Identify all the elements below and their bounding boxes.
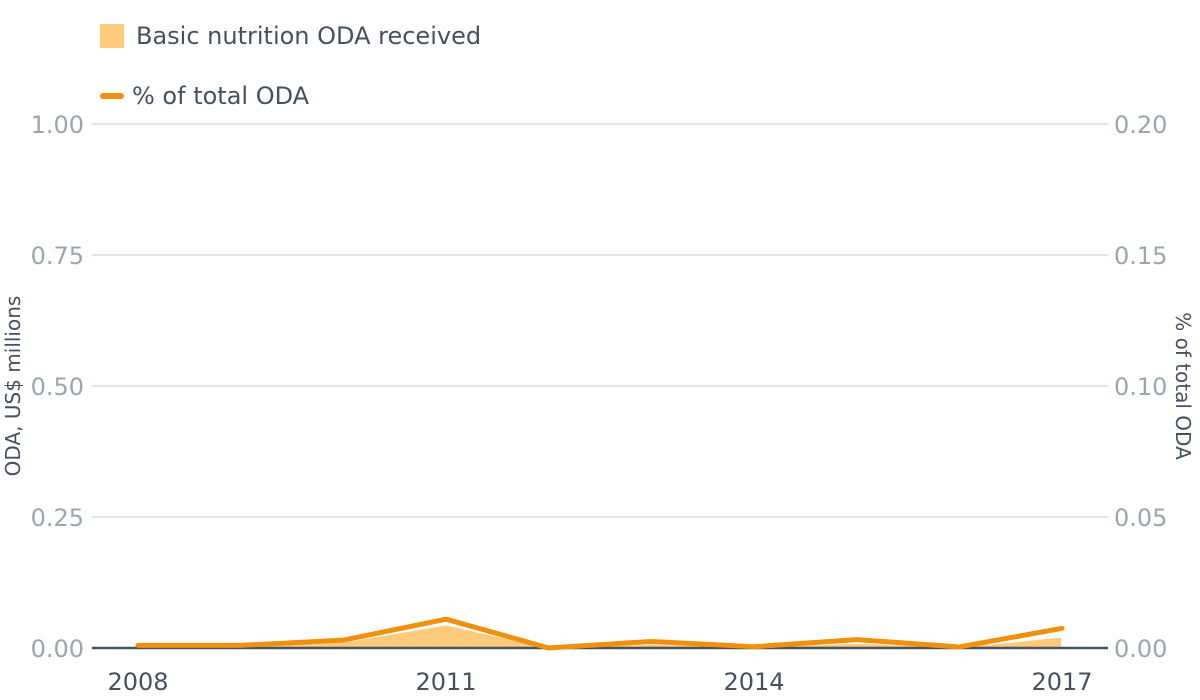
legend-area-swatch bbox=[100, 24, 124, 48]
legend-item-nutrition-oda[interactable]: Basic nutrition ODA received bbox=[100, 22, 481, 50]
y-right-tick-label: 0.00 bbox=[1114, 635, 1167, 663]
legend-line-swatch bbox=[100, 93, 124, 99]
legend-label: Basic nutrition ODA received bbox=[136, 22, 482, 50]
y-left-axis-title: ODA, US$ millions bbox=[1, 296, 25, 477]
x-tick-label: 2011 bbox=[415, 668, 476, 696]
y-left-tick-label: 1.00 bbox=[31, 111, 84, 139]
x-tick-label: 2008 bbox=[107, 668, 168, 696]
y-right-tick-label: 0.20 bbox=[1114, 111, 1167, 139]
y-left-tick-label: 0.75 bbox=[31, 242, 84, 270]
y-right-axis-title: % of total ODA bbox=[1171, 312, 1195, 460]
legend-label: % of total ODA bbox=[132, 82, 310, 110]
y-right-tick-label: 0.05 bbox=[1114, 504, 1167, 532]
y-right-tick-label: 0.10 bbox=[1114, 373, 1167, 401]
legend-item-percent-oda[interactable]: % of total ODA bbox=[100, 82, 309, 110]
y-left-tick-label: 0.25 bbox=[31, 504, 84, 532]
y-left-tick-label: 0.00 bbox=[31, 635, 84, 663]
x-tick-label: 2014 bbox=[723, 668, 784, 696]
x-tick-label: 2017 bbox=[1031, 668, 1092, 696]
y-right-tick-label: 0.15 bbox=[1114, 242, 1167, 270]
line-series-percent-oda bbox=[135, 616, 1065, 651]
y-left-tick-label: 0.50 bbox=[31, 373, 84, 401]
